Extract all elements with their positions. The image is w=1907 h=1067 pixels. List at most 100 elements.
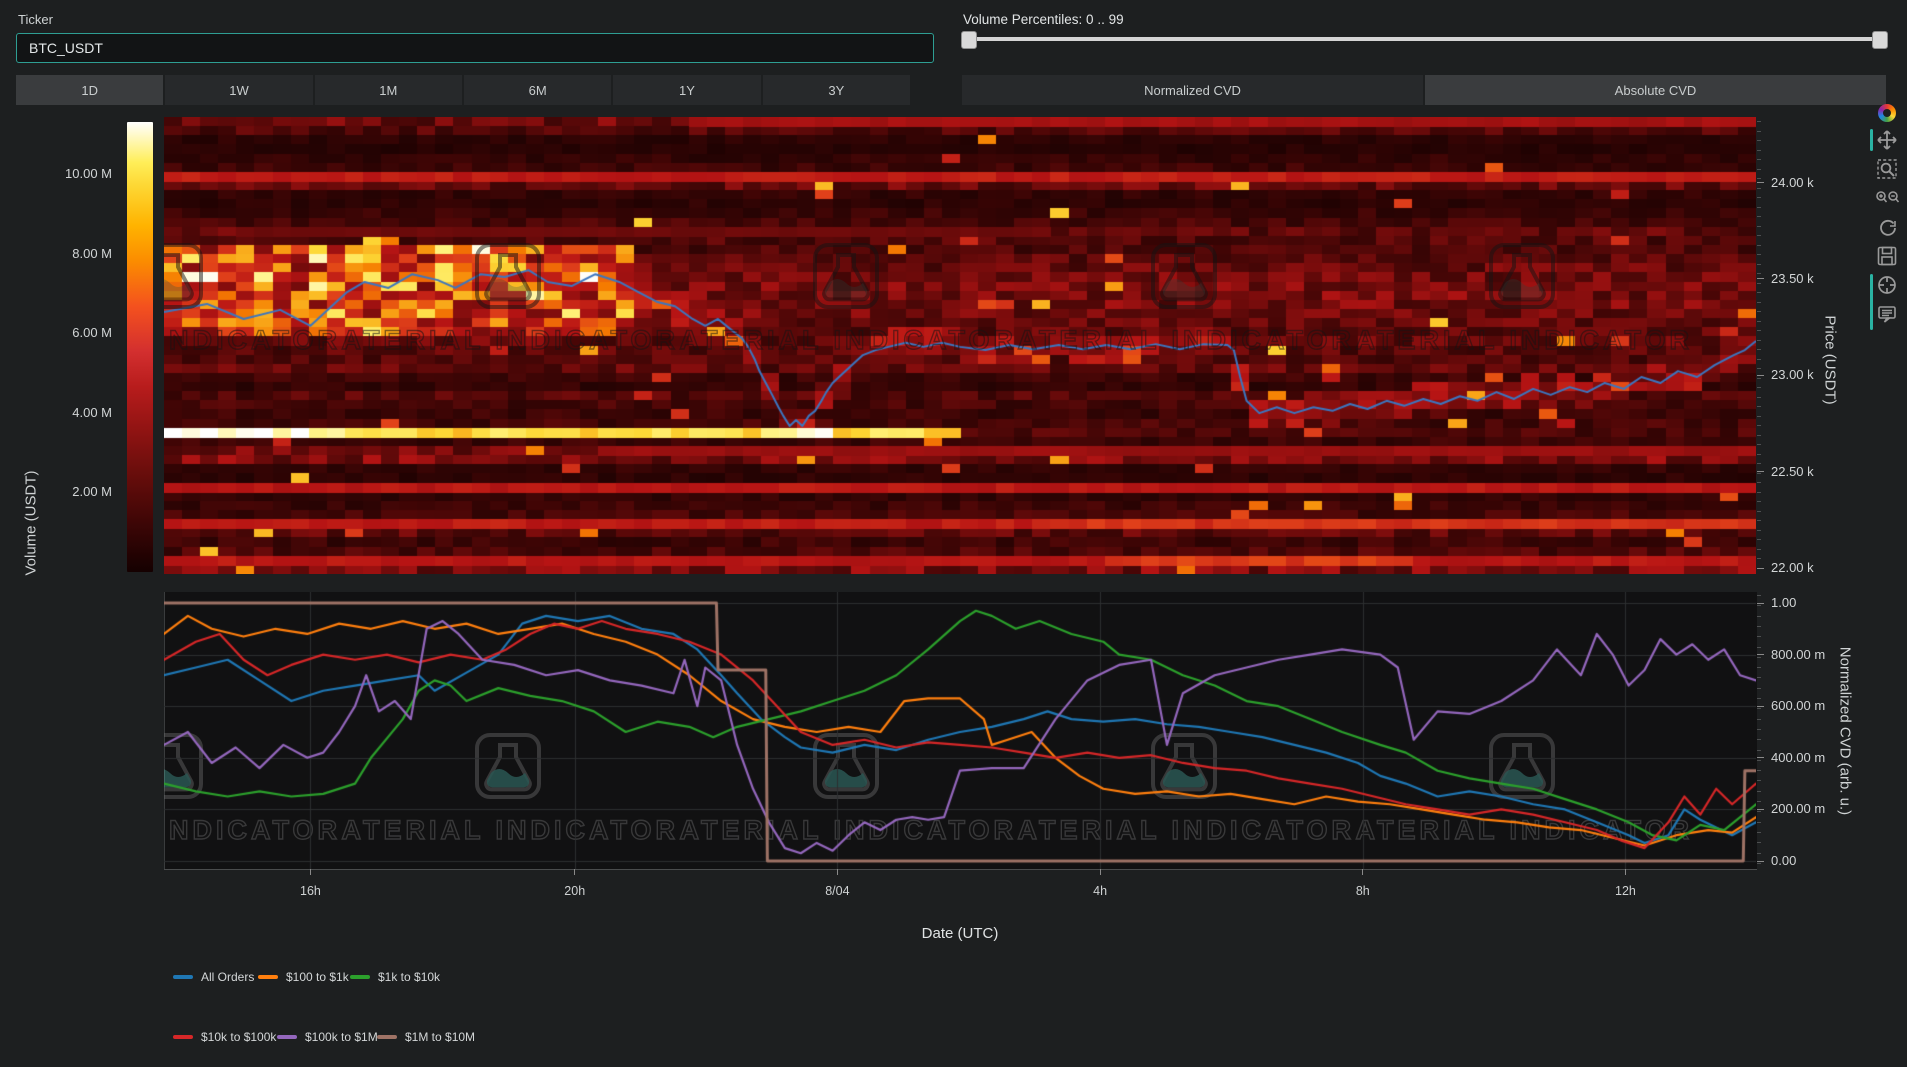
price-axis-minor-tick [1757,368,1761,369]
cvd-axis-minor-tick [1757,729,1761,730]
legend-swatch [173,975,193,979]
range-button-1y[interactable]: 1Y [613,75,760,105]
cvd-axis-minor-tick [1757,832,1761,833]
price-axis-minor-tick [1757,520,1761,521]
price-axis-title: Price (USDT) [1822,315,1839,404]
cvd-axis-tick [1757,861,1764,862]
date-tick-label: 4h [1093,884,1107,898]
cvd-axis-minor-tick [1757,595,1761,596]
price-axis-tick [1757,375,1764,376]
cvd-axis-title: Normalized CVD (arb. u.) [1837,647,1854,815]
legend-item--1k-to-10k[interactable]: $1k to $10k [350,970,440,984]
price-axis-minor-tick [1757,311,1761,312]
cvd-tab-group: Normalized CVDAbsolute CVD [962,75,1886,105]
autoscale-icon[interactable] [1876,216,1898,238]
modebar [1872,104,1902,325]
cvd-tick-label: 1.00 [1771,595,1796,610]
price-axis-minor-tick [1757,359,1761,360]
cvd-axis-minor-tick [1757,791,1761,792]
cvd-axis-minor-tick [1757,750,1761,751]
date-tick-label: 16h [300,884,321,898]
colorbar-tick-label: 6.00 M [42,325,112,340]
price-axis-minor-tick [1757,435,1761,436]
price-axis-minor-tick [1757,302,1761,303]
ticker-label: Ticker [18,12,53,27]
colorbar-tick-label: 4.00 M [42,405,112,420]
legend-item--100-to-1k[interactable]: $100 to $1k [258,970,349,984]
cvd-axis-minor-tick [1757,708,1761,709]
price-axis-minor-tick [1757,159,1761,160]
cvd-axis-minor-tick [1757,616,1761,617]
cvd-axis-minor-tick [1757,739,1761,740]
cvd-axis-minor-tick [1757,822,1761,823]
cvd-axis-minor-tick [1757,677,1761,678]
cvd-axis-minor-tick [1757,719,1761,720]
orderbook-heatmap-canvas[interactable] [164,117,1756,574]
cvd-tick-label: 200.00 m [1771,801,1825,816]
price-axis-minor-tick [1757,463,1761,464]
range-button-1d[interactable]: 1D [16,75,163,105]
zoom-out-icon[interactable] [1888,187,1899,209]
hover-comment-icon[interactable] [1876,303,1898,325]
price-axis-minor-tick [1757,444,1761,445]
cvd-axis-tick [1757,654,1764,655]
legend-item--1m-to-10m[interactable]: $1M to $10M [377,1030,475,1044]
cvd-line-chart-canvas[interactable] [164,592,1756,869]
modebar-active-indicator [1870,274,1873,330]
cvd-axis-minor-tick [1757,698,1761,699]
legend-label: $100 to $1k [286,970,349,984]
price-axis-minor-tick [1757,273,1761,274]
price-axis-minor-tick [1757,207,1761,208]
range-button-6m[interactable]: 6M [464,75,611,105]
price-axis-minor-tick [1757,197,1761,198]
slider-handle-high[interactable] [1872,31,1888,49]
price-axis-minor-tick [1757,511,1761,512]
legend-item-all-orders[interactable]: All Orders [173,970,254,984]
price-axis-tick [1757,568,1764,569]
legend-item--10k-to-100k[interactable]: $10k to $100k [173,1030,276,1044]
tab-absolute-cvd[interactable]: Absolute CVD [1425,75,1886,105]
date-tick-label: 12h [1615,884,1636,898]
volume-percentiles-label: Volume Percentiles: 0 .. 99 [963,12,1124,27]
volume-percentile-slider[interactable] [963,37,1886,41]
plotly-logo-icon[interactable] [1878,104,1896,122]
legend-label: $10k to $100k [201,1030,276,1044]
price-axis-minor-tick [1757,406,1761,407]
legend-swatch [173,1035,193,1039]
date-tick-label: 8h [1356,884,1370,898]
cvd-tick-label: 600.00 m [1771,698,1825,713]
price-axis-minor-tick [1757,349,1761,350]
range-button-1w[interactable]: 1W [165,75,312,105]
price-axis-minor-tick [1757,454,1761,455]
legend-swatch [258,975,278,979]
cvd-axis-minor-tick [1757,636,1761,637]
price-axis-minor-tick [1757,178,1761,179]
ticker-input[interactable] [16,33,934,63]
legend-label: $100k to $1M [305,1030,378,1044]
save-icon[interactable] [1876,245,1898,267]
pan-icon[interactable] [1876,129,1898,151]
cvd-axis-tick [1757,706,1764,707]
box-zoom-icon[interactable] [1876,158,1898,180]
date-axis-tick [1625,869,1626,875]
price-axis-minor-tick [1757,425,1761,426]
range-button-3y[interactable]: 3Y [763,75,910,105]
price-axis-minor-tick [1757,150,1761,151]
range-button-1m[interactable]: 1M [315,75,462,105]
price-axis-minor-tick [1757,558,1761,559]
price-axis-minor-tick [1757,188,1761,189]
legend-item--100k-to-1m[interactable]: $100k to $1M [277,1030,378,1044]
cvd-axis-tick [1757,757,1764,758]
price-tick-label: 22.50 k [1771,464,1814,479]
volume-axis-title: Volume (USDT) [23,470,40,575]
spikelines-icon[interactable] [1876,274,1898,296]
firecharts-app: Ticker 1D1W1M6M1Y3Y Volume Percentiles: … [0,0,1907,1067]
zoom-in-icon[interactable] [1876,187,1887,209]
cvd-axis-minor-tick [1757,801,1761,802]
cvd-axis-tick [1757,809,1764,810]
price-axis-minor-tick [1757,330,1761,331]
tab-normalized-cvd[interactable]: Normalized CVD [962,75,1423,105]
legend-swatch [350,975,370,979]
price-axis-minor-tick [1757,387,1761,388]
slider-handle-low[interactable] [961,31,977,49]
